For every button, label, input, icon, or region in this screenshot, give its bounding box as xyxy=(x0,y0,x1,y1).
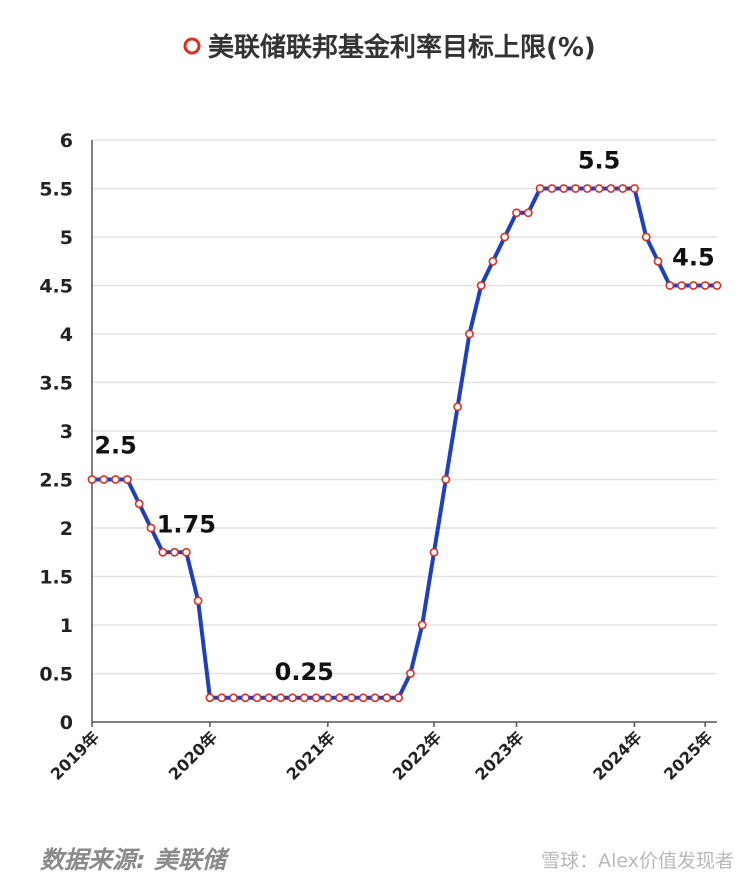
watermark: 雪球：Alex价值发现者 xyxy=(541,850,734,872)
data-point xyxy=(512,208,521,218)
data-point xyxy=(618,184,628,193)
data-point xyxy=(276,693,286,703)
data-point xyxy=(123,475,132,484)
data-point xyxy=(500,232,510,242)
y-tick-label: 4.5 xyxy=(39,276,73,298)
x-tick-label: 2021年 xyxy=(283,728,339,784)
data-point xyxy=(547,184,557,193)
data-point xyxy=(134,499,144,509)
data-point xyxy=(252,693,262,703)
chart-title: 美联储联邦基金利率目标上限(%) xyxy=(208,32,596,63)
data-point xyxy=(299,693,309,703)
x-tick-label: 2019年 xyxy=(47,728,103,784)
data-point xyxy=(311,693,321,703)
x-tick-label: 2023年 xyxy=(471,728,527,784)
x-tick-label: 2025年 xyxy=(660,728,716,784)
x-tick-label: 2022年 xyxy=(389,728,445,784)
data-points xyxy=(87,184,722,703)
data-point xyxy=(700,281,710,290)
data-point xyxy=(323,693,333,703)
axes xyxy=(91,140,717,723)
y-tick-label: 1 xyxy=(60,615,73,637)
x-tick-label: 2020年 xyxy=(165,728,221,784)
data-point xyxy=(641,232,651,242)
x-axis-ticks: 2019年 2020年 2021年 2022年 2023年 2024年 2025年 xyxy=(47,722,716,784)
annotation-label: 0.25 xyxy=(275,658,334,686)
annotation-label: 2.5 xyxy=(94,432,137,460)
data-point xyxy=(358,693,368,703)
data-point xyxy=(170,547,179,557)
y-tick-label: 5 xyxy=(60,227,73,249)
y-tick-label: 0.5 xyxy=(39,664,73,686)
y-tick-label: 2.5 xyxy=(39,470,73,492)
source-note: 数据来源: 美联储 xyxy=(40,846,226,874)
data-point xyxy=(582,184,592,193)
data-point xyxy=(335,693,344,703)
y-tick-label: 3 xyxy=(60,421,73,443)
data-point xyxy=(559,184,569,193)
data-point xyxy=(571,184,580,193)
data-point xyxy=(240,693,250,703)
data-point xyxy=(158,547,168,557)
data-point xyxy=(523,208,533,218)
data-point xyxy=(712,281,722,290)
data-point xyxy=(464,329,474,339)
x-tick-label: 2024年 xyxy=(589,728,645,784)
data-point xyxy=(594,184,604,193)
data-point xyxy=(453,402,462,412)
y-tick-label: 3.5 xyxy=(39,373,73,395)
data-point xyxy=(665,281,675,290)
series-line xyxy=(92,186,717,700)
data-point xyxy=(606,184,616,193)
y-tick-label: 4 xyxy=(60,324,73,346)
y-tick-label: 6 xyxy=(60,130,73,152)
gridlines xyxy=(92,139,717,675)
data-point xyxy=(394,693,403,703)
data-point xyxy=(205,693,215,703)
data-point xyxy=(488,256,498,266)
legend: 美联储联邦基金利率目标上限(%) xyxy=(183,32,596,63)
data-point xyxy=(429,547,439,557)
data-point xyxy=(689,281,698,290)
data-point xyxy=(146,523,156,533)
data-point xyxy=(229,693,238,703)
data-point xyxy=(677,281,686,290)
annotation-label: 1.75 xyxy=(157,510,216,538)
data-point xyxy=(217,693,227,703)
data-point xyxy=(405,669,415,678)
data-point xyxy=(346,693,356,703)
data-point xyxy=(630,184,639,193)
y-tick-label: 2 xyxy=(60,518,73,540)
data-point xyxy=(417,620,427,630)
data-point xyxy=(370,693,380,703)
data-point xyxy=(264,693,274,703)
annotation-label: 5.5 xyxy=(578,147,621,175)
data-point xyxy=(476,281,486,290)
data-point xyxy=(181,547,191,557)
data-point xyxy=(99,475,109,484)
data-point xyxy=(441,475,451,484)
data-point xyxy=(382,693,392,703)
data-point xyxy=(653,256,663,266)
legend-marker xyxy=(183,37,201,55)
data-point xyxy=(87,475,97,484)
y-tick-label: 1.5 xyxy=(39,567,73,589)
data-point xyxy=(288,693,297,703)
y-tick-label: 0 xyxy=(60,712,73,734)
y-tick-label: 5.5 xyxy=(39,179,73,201)
annotations: 2.5 1.75 0.25 5.5 4.5 xyxy=(94,147,714,686)
y-axis-ticks: 0 0.5 1 1.5 2 2.5 3 3.5 4 4.5 5 5.5 6 xyxy=(39,130,73,734)
data-point xyxy=(111,475,120,484)
data-point xyxy=(193,596,203,606)
series xyxy=(92,186,717,700)
annotation-label: 4.5 xyxy=(672,244,715,272)
data-point xyxy=(535,184,545,193)
